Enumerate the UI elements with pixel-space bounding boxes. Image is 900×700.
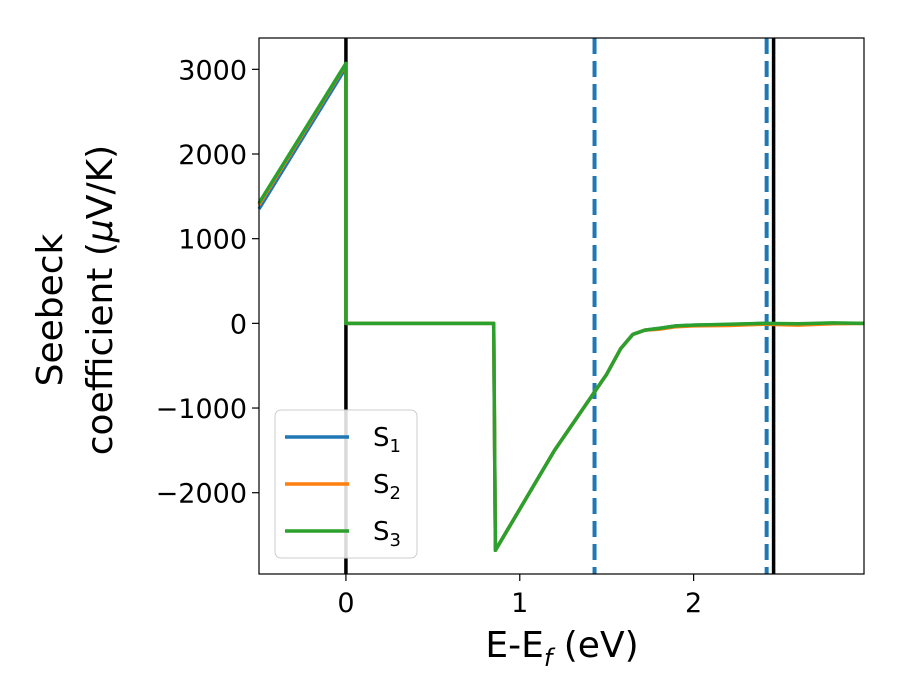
series-lines [257, 61, 865, 553]
plot-frame [258, 37, 865, 575]
x-axis-label-unit: (eV) [552, 625, 638, 666]
series-line-s3 [257, 61, 865, 553]
y-tick-label: 2000 [178, 140, 247, 171]
legend-label-s2: S2 [373, 470, 401, 504]
y-axis-label-unit: V/K) [80, 145, 121, 219]
y-axis-ticks: 3000 2000 1000 0 −1000 −2000 [156, 55, 259, 510]
y-tick-label: 3000 [178, 55, 247, 86]
x-axis-label-main: E-E [485, 625, 543, 666]
x-axis-ticks: 0 1 2 [337, 574, 702, 619]
x-tick-label: 0 [337, 588, 354, 619]
y-tick-label: 1000 [178, 225, 247, 256]
y-tick-label: −2000 [156, 479, 247, 510]
legend-label-s1: S1 [373, 423, 401, 457]
legend-label-s3: S3 [373, 517, 401, 551]
x-tick-label: 2 [685, 588, 702, 619]
y-axis-label-text: coefficient ( [80, 242, 121, 455]
y-axis-label-mu: μ [80, 219, 121, 243]
y-tick-label: 0 [230, 309, 247, 340]
y-axis-label-line2: coefficient (μV/K) [80, 145, 121, 455]
x-axis-label: E-Ef (eV) [485, 625, 638, 672]
x-tick-label: 1 [511, 588, 528, 619]
y-tick-label: −1000 [156, 394, 247, 425]
legend: S1 S2 S3 [274, 409, 418, 559]
y-axis-label-line1: Seebeck [30, 233, 71, 386]
